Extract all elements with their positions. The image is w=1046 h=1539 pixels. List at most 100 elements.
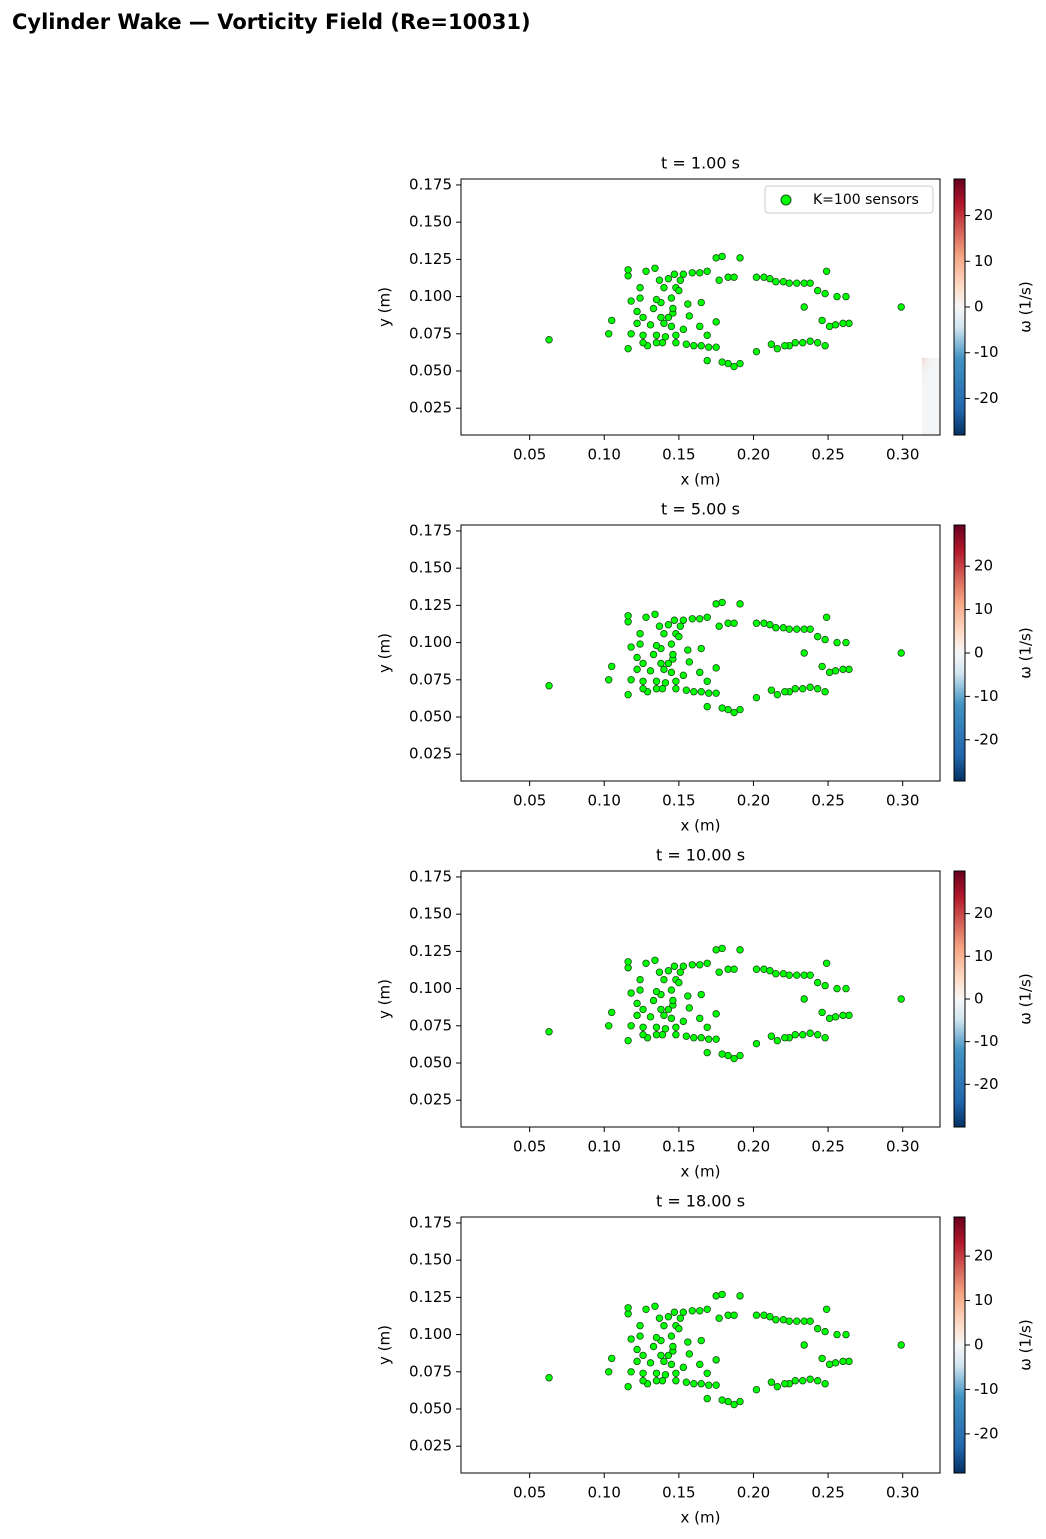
sensor-point (813, 286, 822, 295)
x-tick-label: 0.10 (588, 446, 621, 464)
sensor-point (660, 1357, 668, 1366)
sensor-point (608, 316, 616, 325)
x-tick-label: 0.10 (588, 1138, 621, 1156)
sensor-point (675, 632, 683, 641)
sensor-point (712, 1292, 720, 1300)
sensor-point (670, 616, 679, 624)
sensor-point (669, 1342, 677, 1351)
sensor-point (818, 316, 826, 325)
y-tick-label: 0.025 (409, 1091, 452, 1109)
sensor-point (779, 969, 788, 978)
sensor-point (636, 283, 644, 292)
sensor-point (624, 690, 632, 699)
sensor-point (752, 619, 761, 627)
colorbar-tick-label: 20 (974, 557, 993, 575)
sensor-point (679, 616, 688, 624)
colorbar-tick-label: -20 (974, 1075, 999, 1093)
sensor-point (685, 312, 694, 320)
y-tick-label: 0.050 (409, 1054, 452, 1072)
sensor-point (636, 1332, 644, 1340)
colorbar (953, 524, 966, 782)
y-tick-label: 0.100 (409, 979, 452, 997)
colorbar-tick-label: 10 (974, 947, 993, 965)
sensor-point (818, 1008, 826, 1017)
legend-marker (780, 194, 792, 206)
sensor-point (664, 1351, 673, 1360)
panel-title: t = 5.00 s (661, 500, 740, 519)
x-tick-label: 0.05 (513, 1484, 546, 1502)
sensor-point (821, 1033, 829, 1042)
sensor-point (608, 662, 616, 671)
sensor-point (651, 956, 659, 965)
sensor-point (657, 1351, 665, 1360)
sensor-point (679, 1363, 688, 1372)
x-tick-label: 0.20 (737, 446, 770, 464)
x-axis-label: x (m) (681, 1509, 721, 1527)
sensor-point (799, 1377, 807, 1385)
sensor-point (664, 621, 673, 629)
sensor-point (652, 1377, 661, 1385)
sensor-point (736, 1051, 744, 1060)
sensor-point (715, 622, 723, 630)
sensor-point (627, 330, 635, 338)
sensor-point (651, 610, 659, 619)
sensor-point (633, 1011, 641, 1020)
sensor-point (703, 1305, 711, 1313)
y-axis-label: y (m) (376, 633, 394, 673)
colorbar-tick-label: -20 (974, 1424, 999, 1442)
sensor-point (813, 1031, 822, 1039)
sensor-point (672, 1377, 680, 1385)
sensor-point (730, 362, 738, 371)
y-tick-label: 0.100 (409, 1325, 452, 1343)
colorbar-tick-label: -10 (974, 1032, 999, 1050)
sensor-point (697, 687, 705, 696)
sensor-point (897, 649, 905, 657)
sensor-point (833, 984, 841, 993)
sensor-point (736, 1397, 744, 1406)
sensor-point (624, 344, 632, 353)
sensor-point (697, 341, 705, 350)
sensor-point (718, 598, 726, 607)
sensor-point (545, 1028, 553, 1036)
sensor-point (664, 967, 673, 975)
sensor-point (661, 333, 670, 341)
sensor-point (657, 1005, 665, 1014)
sensor-point (682, 1378, 691, 1386)
sensor-point (897, 1341, 905, 1349)
x-tick-label: 0.15 (662, 1484, 695, 1502)
y-axis-label: y (m) (376, 1325, 394, 1365)
sensor-point (545, 682, 553, 690)
sensor-point (760, 965, 768, 973)
axes-frame (460, 1216, 941, 1474)
sensor-point (649, 304, 658, 313)
sensor-point (821, 1327, 829, 1336)
sensor-point (642, 267, 650, 275)
sensor-point (831, 1359, 840, 1367)
sensor-point (624, 1304, 632, 1312)
sensor-point (730, 1311, 738, 1319)
sensor-point (730, 619, 738, 627)
sensor-point (752, 347, 761, 356)
sensor-point (793, 279, 801, 287)
y-tick-label: 0.025 (409, 745, 452, 763)
sensor-point (652, 1031, 661, 1039)
vorticity-field (461, 1217, 940, 1473)
sensor-point (736, 705, 744, 714)
sensor-point (779, 277, 788, 286)
sensor-point (825, 322, 834, 331)
x-tick-label: 0.05 (513, 1138, 546, 1156)
sensor-point (793, 1317, 801, 1325)
sensor-point (688, 961, 696, 969)
y-tick-label: 0.050 (409, 362, 452, 380)
sensor-point (752, 1039, 761, 1048)
sensor-point (785, 971, 793, 979)
sensor-point (636, 986, 644, 994)
colorbar (953, 870, 966, 1128)
x-tick-label: 0.30 (886, 446, 919, 464)
sensor-point (639, 339, 647, 347)
sensor-point (627, 676, 635, 684)
sensor-point (664, 659, 673, 668)
panel: t = 10.00 s x (m) y (m) 0.05 0.10 0.15 0.20 0.2… (376, 846, 1035, 1181)
sensor-point (664, 1313, 673, 1321)
sensor-point (818, 1354, 826, 1363)
